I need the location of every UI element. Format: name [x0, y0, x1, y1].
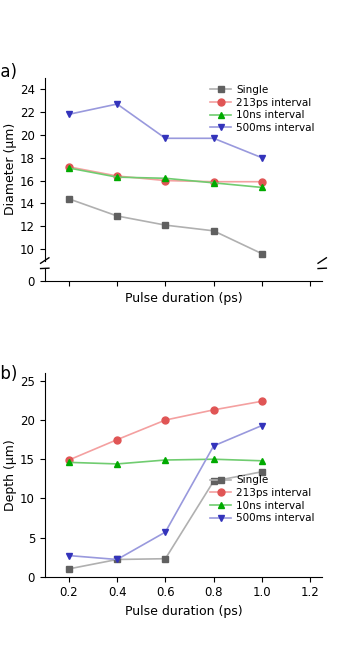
- Line: Single: Single: [66, 196, 265, 257]
- 213ps interval: [163, 416, 168, 424]
- Line: 213ps interval: 213ps interval: [66, 163, 265, 185]
- Line: 500ms interval: 500ms interval: [66, 100, 265, 161]
- 10ns interval: [67, 459, 71, 467]
- 213ps interval: [163, 177, 168, 185]
- 10ns interval: [260, 183, 264, 191]
- 213ps interval: [212, 406, 216, 414]
- 500ms interval: [67, 110, 71, 118]
- Single: [260, 249, 264, 257]
- Line: 10ns interval: 10ns interval: [66, 456, 265, 467]
- Y-axis label: Depth (μm): Depth (μm): [4, 439, 18, 511]
- Legend: Single, 213ps interval, 10ns interval, 500ms interval: Single, 213ps interval, 10ns interval, 5…: [208, 83, 317, 135]
- Single: [212, 478, 216, 485]
- 10ns interval: [163, 174, 168, 182]
- Single: [115, 555, 119, 563]
- 10ns interval: [212, 179, 216, 187]
- Legend: Single, 213ps interval, 10ns interval, 500ms interval: Single, 213ps interval, 10ns interval, 5…: [208, 473, 317, 526]
- 10ns interval: [212, 456, 216, 463]
- Single: [163, 555, 168, 562]
- Single: [260, 468, 264, 476]
- 213ps interval: [67, 163, 71, 171]
- Single: [212, 227, 216, 235]
- 500ms interval: [260, 154, 264, 161]
- Text: (b): (b): [0, 365, 18, 383]
- 213ps interval: [260, 178, 264, 185]
- 213ps interval: [212, 178, 216, 185]
- Line: 213ps interval: 213ps interval: [66, 398, 265, 463]
- 500ms interval: [115, 555, 119, 563]
- 500ms interval: [212, 442, 216, 450]
- 500ms interval: [260, 422, 264, 430]
- 500ms interval: [67, 551, 71, 559]
- Single: [67, 565, 71, 573]
- Text: (a): (a): [0, 63, 18, 81]
- Y-axis label: Diameter (μm): Diameter (μm): [4, 123, 17, 215]
- 500ms interval: [212, 134, 216, 142]
- 213ps interval: [115, 435, 119, 443]
- 213ps interval: [67, 456, 71, 464]
- 500ms interval: [163, 134, 168, 142]
- 10ns interval: [115, 173, 119, 181]
- Single: [67, 195, 71, 203]
- 213ps interval: [260, 397, 264, 405]
- 10ns interval: [67, 164, 71, 172]
- 500ms interval: [115, 100, 119, 108]
- 10ns interval: [163, 456, 168, 464]
- Line: Single: Single: [66, 469, 265, 572]
- 10ns interval: [260, 457, 264, 465]
- 213ps interval: [115, 172, 119, 180]
- 10ns interval: [115, 460, 119, 468]
- X-axis label: Pulse duration (ps): Pulse duration (ps): [125, 292, 242, 305]
- Line: 500ms interval: 500ms interval: [66, 422, 265, 563]
- Single: [115, 212, 119, 220]
- Single: [163, 221, 168, 229]
- 500ms interval: [163, 528, 168, 536]
- Line: 10ns interval: 10ns interval: [66, 165, 265, 191]
- X-axis label: Pulse duration (ps): Pulse duration (ps): [125, 605, 242, 618]
